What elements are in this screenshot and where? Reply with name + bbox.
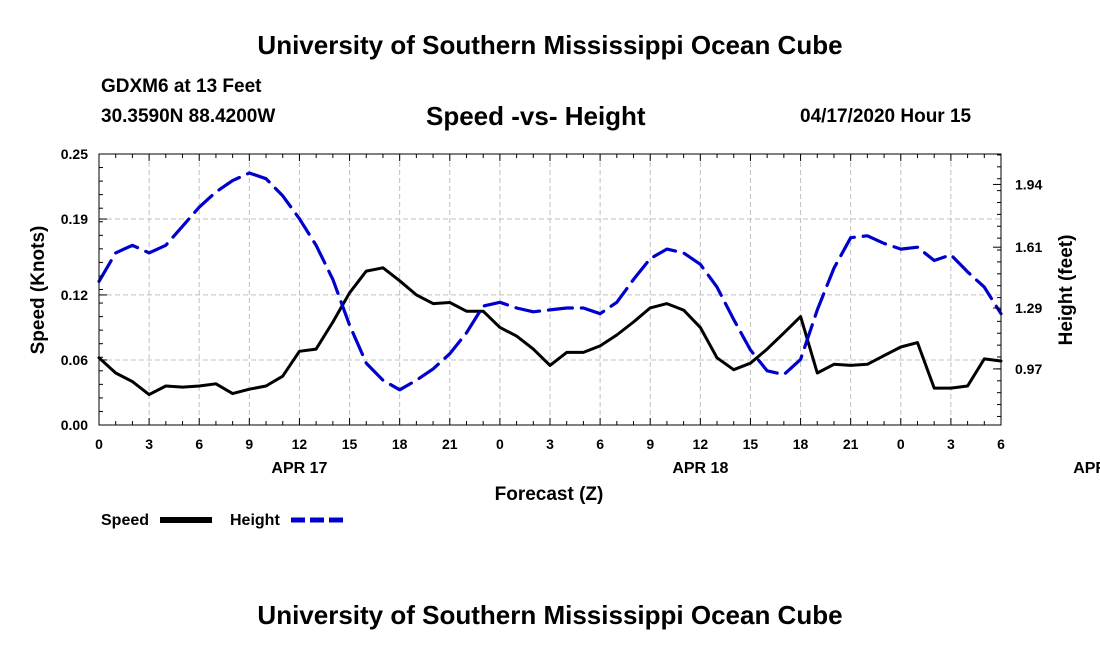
x-tick-label: 3	[947, 436, 955, 452]
series-line-speed	[97, 266, 1003, 397]
station-label: GDXM6 at 13 Feet	[101, 76, 262, 97]
x-tick-label: 6	[596, 436, 604, 452]
y2-tick-label: 1.61	[1015, 239, 1042, 255]
x-tick-label: 9	[245, 436, 253, 452]
series-group	[97, 171, 1003, 397]
y-tick-label: 0.06	[61, 352, 88, 368]
x-tick-label: 0	[496, 436, 504, 452]
y-tick-label: 0.00	[61, 417, 88, 433]
y2-tick-label: 1.94	[1015, 176, 1042, 192]
legend: Speed Height	[101, 512, 343, 529]
x-tick-label: 21	[442, 436, 458, 452]
date-label: APR 19	[1073, 460, 1100, 477]
x-tick-label: 12	[693, 436, 709, 452]
forecast-datetime: 04/17/2020 Hour 15	[800, 106, 972, 127]
x-tick-label: 21	[843, 436, 859, 452]
page-title: University of Southern Mississippi Ocean…	[257, 30, 843, 60]
y-axis-label: Speed (Knots)	[28, 226, 49, 355]
y2-tick-label: 1.29	[1015, 300, 1042, 316]
legend-speed-label: Speed	[101, 512, 149, 529]
x-tick-label: 3	[546, 436, 554, 452]
series-line-height	[97, 171, 1003, 392]
y2-tick-label: 0.97	[1015, 361, 1042, 377]
x-tick-label: 6	[997, 436, 1005, 452]
x-tick-label: 18	[793, 436, 809, 452]
date-label: APR 17	[271, 460, 327, 477]
x-tick-label: 0	[95, 436, 103, 452]
x-tick-label: 3	[145, 436, 153, 452]
x-tick-label: 15	[743, 436, 759, 452]
legend-height-label: Height	[230, 512, 280, 529]
x-tick-label: 12	[292, 436, 308, 452]
coordinates-label: 30.3590N 88.4200W	[101, 106, 276, 127]
x-tick-label: 6	[195, 436, 203, 452]
axes: 0 3 6 9 12 15 18 21 0 3 6 9 12 15 18 21 0 3 6 APR 17 APR 18 A…	[61, 146, 1100, 477]
y2-axis-label: Height (feet)	[1056, 235, 1077, 346]
chart-title: Speed -vs- Height	[426, 101, 646, 131]
y-tick-label: 0.25	[61, 146, 88, 162]
x-tick-label: 18	[392, 436, 408, 452]
date-label: APR 18	[672, 460, 728, 477]
x-tick-label: 15	[342, 436, 358, 452]
y-tick-label: 0.12	[61, 287, 88, 303]
x-tick-label: 9	[646, 436, 654, 452]
x-tick-label: 0	[897, 436, 905, 452]
y-tick-label: 0.19	[61, 211, 88, 227]
x-axis-label: Forecast (Z)	[495, 484, 604, 505]
footer-title: University of Southern Mississippi Ocean…	[257, 600, 843, 630]
grid	[99, 154, 1001, 425]
